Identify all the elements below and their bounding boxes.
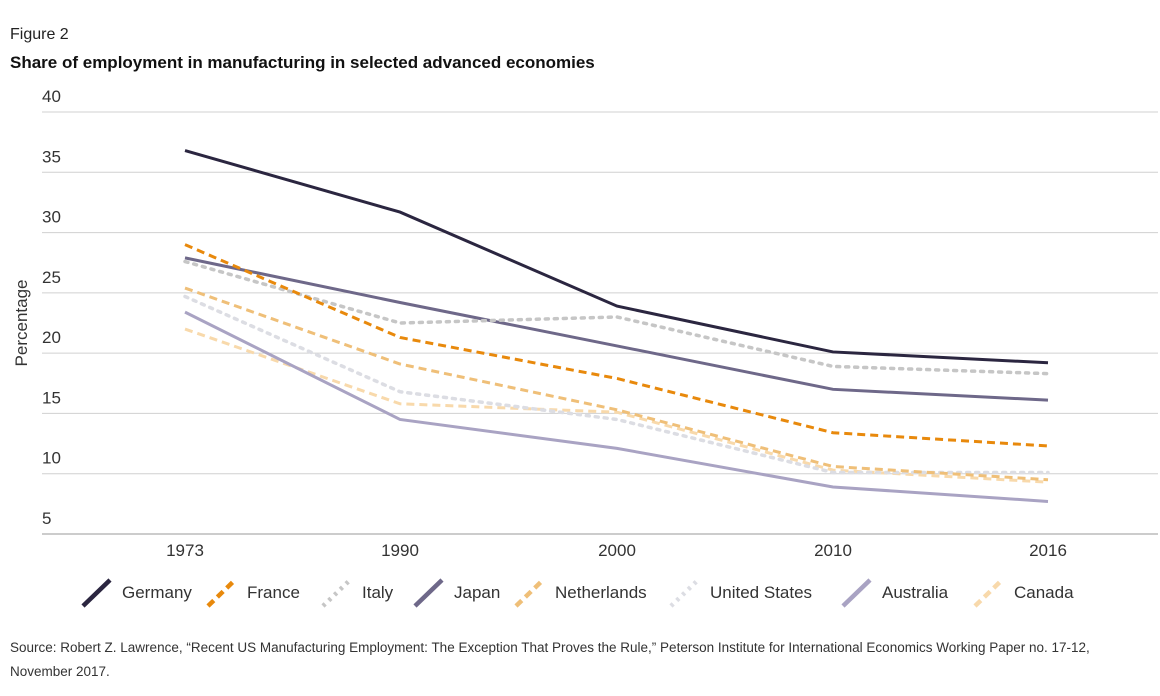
legend-swatch — [206, 578, 237, 608]
line-chart: Percentage 40 35 30 25 20 15 10 5 1973 1990 2000 20… — [12, 87, 1158, 608]
x-tick-label: 2016 — [1029, 541, 1067, 560]
legend-label: Germany — [122, 583, 192, 602]
legend-item-netherlands: Netherlands — [514, 578, 647, 608]
legend-label: Italy — [362, 583, 394, 602]
series-line-canada — [184, 327, 1049, 484]
legend-item-australia: Australia — [841, 578, 949, 608]
legend-swatch — [321, 578, 352, 608]
figure-label: Figure 2 — [10, 26, 69, 43]
y-tick-label: 35 — [42, 147, 61, 166]
x-tick-label: 1990 — [381, 541, 419, 560]
y-tick-label: 5 — [42, 509, 51, 528]
series-line-united-states — [183, 294, 1050, 475]
series-line-italy — [183, 259, 1050, 376]
legend-label: France — [247, 583, 300, 602]
y-tick-label: 40 — [42, 87, 61, 106]
y-axis-label: Percentage — [12, 280, 31, 367]
series-line-germany — [184, 149, 1049, 365]
legend-label: United States — [710, 583, 812, 602]
legend-item-canada: Canada — [973, 578, 1074, 608]
series-line-australia — [184, 310, 1049, 503]
legend-label: Japan — [454, 583, 500, 602]
series-line-netherlands — [184, 286, 1049, 482]
legend-label: Netherlands — [555, 583, 647, 602]
legend-item-italy: Italy — [321, 578, 394, 608]
legend-item-france: France — [206, 578, 300, 608]
legend-item-germany: Germany — [81, 578, 192, 608]
x-tick-label: 2010 — [814, 541, 852, 560]
legend-item-united-states: United States — [669, 578, 812, 608]
legend-label: Canada — [1014, 583, 1074, 602]
legend-swatch — [81, 578, 112, 608]
y-tick-label: 25 — [42, 268, 61, 287]
series-line-france — [184, 243, 1049, 448]
legend-swatch — [669, 578, 700, 608]
x-tick-label: 2000 — [598, 541, 636, 560]
legend-item-japan: Japan — [413, 578, 500, 608]
legend-swatch — [413, 578, 444, 608]
y-tick-label: 30 — [42, 208, 61, 227]
y-tick-label: 10 — [42, 449, 61, 468]
source-note: Source: Robert Z. Lawrence, “Recent US M… — [10, 640, 1090, 679]
legend-label: Australia — [882, 583, 949, 602]
y-tick-label: 20 — [42, 328, 61, 347]
x-tick-label: 1973 — [166, 541, 204, 560]
legend-swatch — [973, 578, 1004, 608]
legend-swatch — [841, 578, 872, 608]
chart-title: Share of employment in manufacturing in … — [10, 53, 595, 72]
legend-swatch — [514, 578, 545, 608]
series-line-japan — [184, 256, 1049, 402]
y-tick-label: 15 — [42, 388, 61, 407]
